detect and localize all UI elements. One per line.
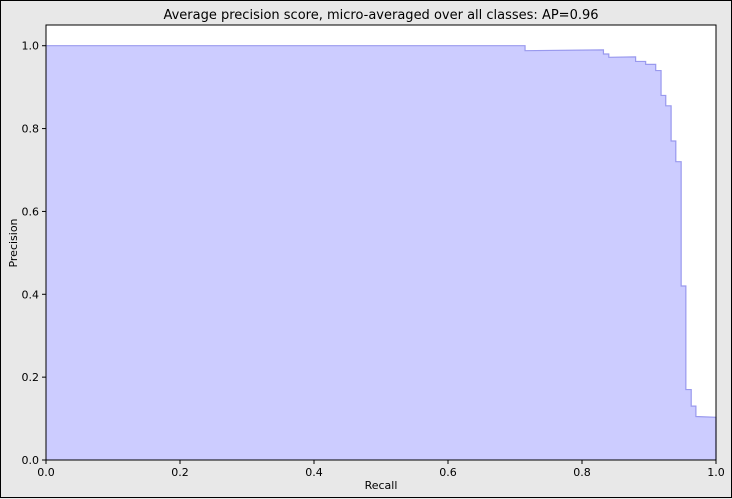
y-tick-label: 0.4 — [22, 288, 40, 301]
x-axis-label: Recall — [365, 479, 398, 492]
data-layer — [46, 45, 717, 461]
y-tick-label: 0.8 — [22, 123, 40, 136]
precision-recall-step-line — [46, 45, 717, 460]
y-tick-label: 0.6 — [22, 205, 40, 218]
x-tick-label: 0.4 — [305, 466, 323, 479]
y-tick-label: 0.2 — [22, 371, 40, 384]
y-tick-label: 0.0 — [22, 454, 40, 467]
y-axis-ticks: 0.0 0.2 0.4 0.6 0.8 1.0 — [22, 40, 46, 467]
chart-title: Average precision score, micro-averaged … — [163, 8, 598, 23]
x-tick-label: 0.8 — [573, 466, 591, 479]
x-tick-label: 0.0 — [37, 466, 55, 479]
x-tick-label: 0.6 — [439, 466, 457, 479]
precision-recall-area — [46, 45, 716, 461]
x-tick-label: 0.2 — [171, 466, 189, 479]
y-axis-label: Precision — [7, 218, 20, 267]
plot-frame — [45, 24, 717, 461]
x-axis-ticks: 0.0 0.2 0.4 0.6 0.8 1.0 — [37, 460, 725, 479]
y-tick-label: 1.0 — [22, 40, 40, 53]
x-tick-label: 1.0 — [707, 466, 725, 479]
